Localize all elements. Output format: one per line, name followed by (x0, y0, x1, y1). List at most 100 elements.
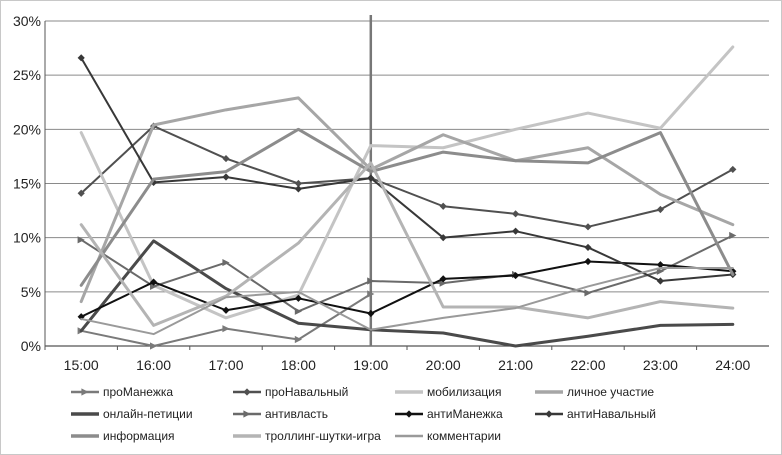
legend-item: проМанежка (71, 385, 173, 399)
legend-item: личное участие (535, 385, 654, 399)
series-мобилизация (79, 45, 735, 320)
data-point (150, 342, 158, 350)
legend-marker (243, 410, 251, 418)
y-tick-label: 5% (21, 284, 41, 300)
legend-label: комментарии (427, 429, 501, 443)
legend-label: проМанежка (103, 385, 173, 399)
x-tick-label: 22:00 (570, 357, 605, 373)
x-tick-label: 21:00 (498, 357, 533, 373)
data-point (584, 223, 592, 231)
data-point (512, 227, 520, 235)
data-point (150, 282, 158, 291)
legend-label: антиНавальный (567, 407, 656, 421)
legend-item: информация (71, 429, 175, 443)
data-point (222, 154, 230, 163)
data-point (77, 236, 85, 244)
legend-label: троллинг-шутки-игра (265, 429, 381, 443)
data-point (367, 309, 375, 318)
legend-marker (545, 410, 553, 418)
series-информация (79, 127, 735, 287)
data-point (294, 307, 302, 315)
legend-item: онлайн-петиции (71, 407, 193, 421)
series-line (80, 267, 734, 336)
series-line (79, 127, 735, 287)
x-tick-label: 20:00 (426, 357, 461, 373)
series-line (79, 45, 735, 320)
legend-label: антиМанежка (427, 407, 503, 421)
legend-label: проНавальный (265, 385, 348, 399)
legend-item: антиМанежка (395, 407, 503, 421)
series-антиНавальный (77, 54, 737, 285)
legend-marker (81, 388, 89, 396)
data-point (439, 234, 447, 242)
data-point (367, 277, 375, 285)
series-line (79, 96, 735, 304)
y-tick-label: 25% (13, 67, 41, 83)
data-point (439, 202, 447, 210)
series-личное участие (79, 96, 735, 304)
series-line (80, 293, 372, 347)
series-троллинг-шутки-игра (79, 161, 735, 327)
legend-item: мобилизация (395, 385, 501, 399)
data-point (656, 277, 664, 285)
data-point (367, 290, 375, 298)
series-line (79, 161, 735, 327)
y-tick-label: 30% (13, 13, 41, 29)
data-point (294, 185, 302, 193)
data-point (584, 289, 592, 297)
x-tick-label: 23:00 (643, 357, 678, 373)
series-line (80, 125, 734, 228)
legend-label: информация (103, 429, 175, 443)
y-tick-label: 15% (13, 176, 41, 192)
data-point (294, 294, 302, 302)
data-point (222, 325, 230, 333)
legend-label: мобилизация (427, 385, 501, 399)
data-point (729, 165, 737, 174)
x-tick-label: 19:00 (353, 357, 388, 373)
x-tick-label: 17:00 (208, 357, 243, 373)
data-point (294, 179, 302, 188)
y-tick-label: 10% (13, 230, 41, 246)
legend-item: троллинг-шутки-игра (233, 429, 381, 443)
legend-marker (243, 388, 251, 396)
data-point (656, 205, 664, 214)
legend-label: онлайн-петиции (103, 407, 193, 421)
series-антиМанежка (77, 257, 737, 321)
series-комментарии (80, 267, 734, 336)
data-point (439, 279, 447, 287)
x-tick-label: 24:00 (715, 357, 750, 373)
data-point (222, 306, 230, 314)
legend-item: антивласть (233, 407, 328, 421)
data-point (512, 271, 520, 280)
legend-label: личное участие (567, 385, 654, 399)
x-tick-label: 15:00 (64, 357, 99, 373)
series-line (80, 56, 734, 282)
series-проМанежка (77, 290, 375, 350)
data-point (512, 210, 520, 218)
legend-item: антиНавальный (535, 407, 656, 421)
data-point (439, 275, 447, 283)
series-line (79, 239, 735, 348)
data-point (656, 261, 664, 269)
x-tick-label: 18:00 (281, 357, 316, 373)
legend-marker (405, 410, 413, 418)
data-point (584, 243, 592, 252)
data-point (729, 231, 737, 240)
series-line (80, 234, 734, 313)
legend-item: проНавальный (233, 385, 348, 399)
data-point (367, 174, 375, 182)
legend-label: антивласть (265, 407, 328, 421)
data-point (584, 257, 592, 266)
data-point (222, 258, 230, 267)
y-tick-label: 0% (21, 338, 41, 354)
data-point (150, 278, 158, 286)
series-онлайн-петиции (79, 239, 735, 348)
legend-item: комментарии (395, 429, 501, 443)
data-point (294, 335, 302, 344)
data-point (77, 54, 85, 62)
y-tick-label: 20% (13, 121, 41, 137)
series-антивласть (77, 231, 737, 315)
data-point (77, 189, 85, 197)
